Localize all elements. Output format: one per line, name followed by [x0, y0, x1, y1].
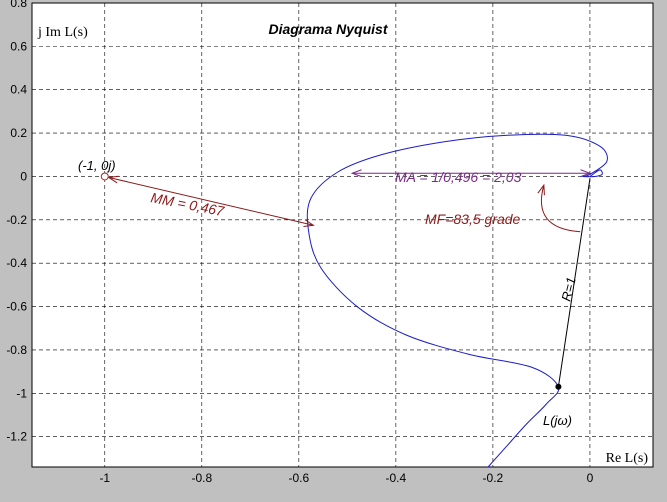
critical-point-label: (-1, 0j) — [78, 158, 116, 173]
critical-point-marker — [100, 172, 109, 181]
chart-title: Diagrama Nyquist — [268, 21, 388, 37]
x-tick-label: -0.4 — [386, 471, 407, 485]
x-tick-label: -0.8 — [191, 471, 212, 485]
mm-arrow-head-left — [107, 175, 119, 184]
y-tick-label: 0.4 — [10, 83, 27, 97]
y-tick-label: 0.2 — [10, 126, 27, 140]
y-tick-label: -1.2 — [6, 430, 27, 444]
mm-arrow — [108, 176, 314, 226]
y-tick-label: 0 — [20, 169, 27, 183]
r-label: R=1 — [558, 276, 578, 303]
mf-arc-head — [537, 183, 545, 196]
y-tick-label: -0.6 — [6, 300, 27, 314]
x-tick-label: -0.2 — [483, 471, 504, 485]
y-tick-label: 0.8 — [10, 0, 27, 10]
annotations — [107, 169, 592, 387]
y-axis-label: j Im L(s) — [37, 25, 88, 40]
mf-arc-arrow — [540, 184, 581, 233]
y-tick-label: -0.4 — [6, 256, 27, 270]
y-tick-label: -0.2 — [6, 213, 27, 227]
plot-area — [31, 2, 654, 468]
crossover-point-marker — [555, 383, 562, 390]
ma-label: MA = 1/0,496 = 2,03 — [395, 169, 522, 185]
x-tick-label: -1 — [99, 471, 110, 485]
x-axis-label: Re L(s) — [606, 451, 649, 466]
y-tick-label: -1 — [16, 386, 27, 400]
x-tick-label: -0.6 — [288, 471, 309, 485]
x-tick-label: 0 — [587, 471, 594, 485]
y-tick-label: 0.6 — [10, 39, 27, 53]
radius-line — [557, 178, 591, 387]
ma-arrow-head-right — [580, 169, 592, 178]
crossover-point-label: L(jω) — [543, 413, 572, 428]
y-tick-label: -0.8 — [6, 343, 27, 357]
ticks: -1 -0.8 -0.6 -0.4 -0.2 0 0.8 0.6 0.4 0.2 0 -0.2 -0.4… — [6, 0, 593, 485]
mf-label: MF=83,5 grade — [425, 211, 521, 227]
ma-arrow-head-left — [350, 169, 362, 178]
grid — [32, 2, 653, 467]
